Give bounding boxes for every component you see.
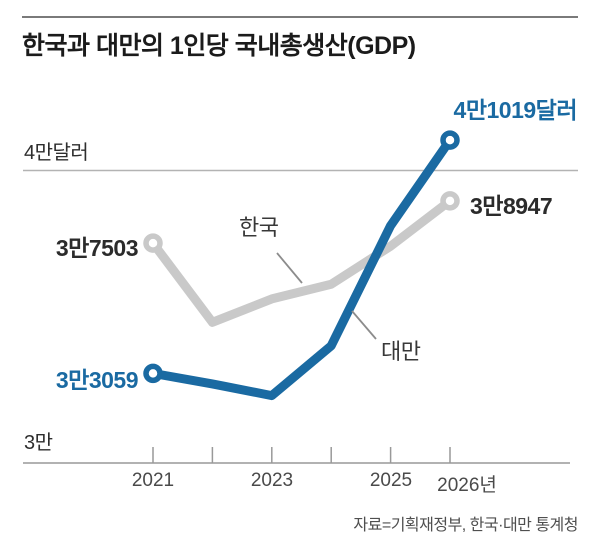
korea-leader-line xyxy=(276,252,303,284)
taiwan-line xyxy=(152,137,454,401)
korea-start-value-label: 3만7503 xyxy=(55,235,139,261)
source-note: 자료=기획재정부, 한국·대만 통계청 xyxy=(353,517,578,534)
x-axis-label-2026: 2026년 xyxy=(437,475,497,496)
taiwan-start-value-label: 3만3059 xyxy=(55,367,139,393)
korea-end-value-label: 3만8947 xyxy=(470,193,553,219)
chart-title: 한국과 대만의 1인당 국내총생산(GDP) xyxy=(22,32,416,60)
korea-series-label: 한국 xyxy=(239,215,279,240)
x-axis-label-2021: 2021 xyxy=(131,470,175,491)
x-axis-label-2025: 2025 xyxy=(369,470,413,491)
taiwan-end-value-label: 4만1019달러 xyxy=(453,97,578,123)
y-axis-label-30000: 3만 xyxy=(24,432,53,454)
taiwan-leader-line xyxy=(351,310,377,340)
endpoint-markers xyxy=(143,130,460,384)
x-axis-label-2023: 2023 xyxy=(250,470,294,491)
korea-line xyxy=(149,197,453,327)
y-axis-label-40000: 4만달러 xyxy=(24,142,89,164)
taiwan-series-label: 대만 xyxy=(381,339,421,364)
x-axis-ticks xyxy=(152,447,451,463)
top-divider xyxy=(22,16,578,18)
